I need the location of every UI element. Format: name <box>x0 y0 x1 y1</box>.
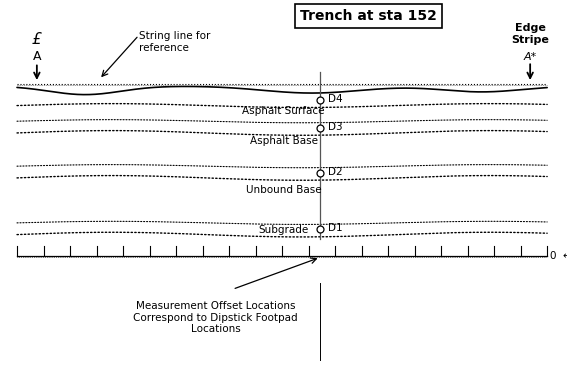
Text: A: A <box>33 50 41 63</box>
Text: D2: D2 <box>328 167 342 177</box>
Text: Asphalt Surface: Asphalt Surface <box>242 106 325 117</box>
Text: Subgrade: Subgrade <box>259 224 308 235</box>
Text: 0  ← Offset: 0 ← Offset <box>550 251 567 261</box>
Text: String line for
reference: String line for reference <box>139 31 210 53</box>
Text: A*: A* <box>523 52 537 62</box>
Text: D3: D3 <box>328 122 342 132</box>
Text: D4: D4 <box>328 93 342 104</box>
Text: Asphalt Base: Asphalt Base <box>249 136 318 146</box>
Text: Trench at sta 152: Trench at sta 152 <box>300 9 437 23</box>
Text: Edge
Stripe: Edge Stripe <box>511 23 549 45</box>
Text: Measurement Offset Locations
Correspond to Dipstick Footpad
Locations: Measurement Offset Locations Correspond … <box>133 301 298 334</box>
Text: £: £ <box>32 32 42 47</box>
Text: D1: D1 <box>328 222 342 233</box>
Text: Unbound Base: Unbound Base <box>246 185 321 196</box>
